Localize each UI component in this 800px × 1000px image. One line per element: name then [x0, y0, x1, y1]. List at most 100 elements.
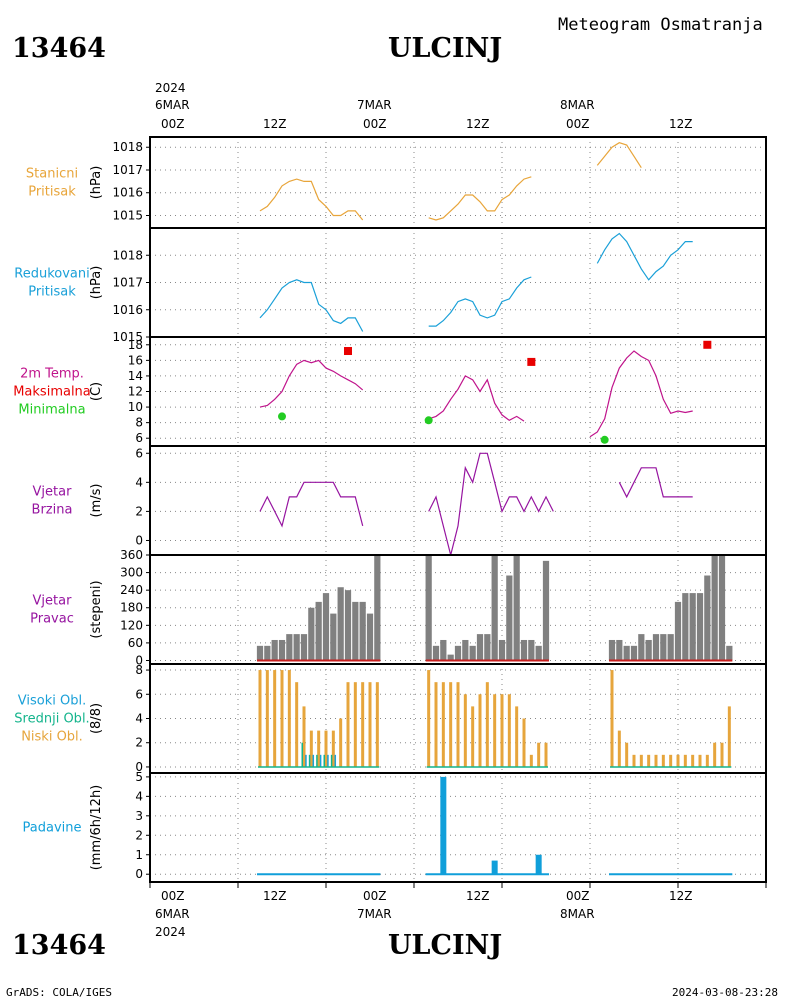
station_pressure-line — [428, 176, 532, 221]
precip-bar — [491, 860, 498, 875]
y-tick-label: 0 — [135, 760, 143, 774]
cloud-low-bar — [493, 694, 497, 767]
direction-bar — [608, 639, 616, 661]
cloud-mid-bar — [308, 754, 311, 767]
panel-frame — [149, 136, 767, 229]
tmax-marker — [527, 357, 536, 366]
y-tick-label: 120 — [120, 618, 143, 632]
direction-bar — [498, 639, 506, 661]
unit-label: (8/8) — [89, 703, 104, 734]
cloud-low-bar — [500, 694, 504, 767]
bottom-date-day-1: 6MAR — [155, 907, 190, 921]
station_pressure-line — [596, 142, 642, 169]
direction-bar — [264, 645, 271, 661]
y-tick-label: 1016 — [112, 303, 143, 317]
cloud-low-bar — [375, 682, 379, 767]
cloud-low-bar — [471, 706, 475, 767]
y-tick-label: 1018 — [112, 140, 143, 154]
precip-bar — [535, 854, 542, 875]
direction-bar — [278, 639, 286, 661]
direction-bar — [359, 601, 366, 661]
station-name-bottom: ULCINJ — [388, 930, 502, 961]
temperature-line — [428, 375, 525, 422]
station-id-top: 13464 — [12, 33, 106, 64]
direction-bar — [630, 645, 638, 661]
panel-label: Minimalna — [18, 403, 85, 418]
cloud-low-bar — [339, 718, 343, 767]
panel-label: Visoki Obl. — [18, 694, 86, 709]
y-tick-label: 18 — [128, 338, 143, 352]
cloud-low-bar — [661, 754, 665, 767]
y-tick-label: 1016 — [112, 186, 143, 200]
cloud-low-bar — [478, 694, 482, 767]
direction-bar — [322, 593, 330, 661]
station-name-top: ULCINJ — [388, 33, 502, 64]
temperature-line — [589, 350, 693, 438]
direction-bar — [330, 613, 337, 661]
cloud-mid-bar — [301, 742, 303, 767]
y-tick-label: 14 — [128, 369, 143, 383]
y-tick-label: 5 — [135, 770, 143, 784]
direction-bar — [454, 645, 462, 661]
y-tick-label: 0 — [135, 653, 143, 667]
unit-label: (C) — [89, 382, 104, 401]
y-tick-label: 240 — [120, 583, 143, 597]
cloud-low-bar — [654, 754, 658, 767]
y-tick-label: 360 — [120, 548, 143, 562]
direction-bar — [484, 634, 491, 661]
cloud-low-bar — [361, 682, 365, 767]
cloud-low-bar — [544, 742, 548, 767]
cloud-low-bar — [713, 742, 717, 767]
direction-bar — [645, 639, 652, 661]
bottom-date-year: 2024 — [155, 925, 186, 939]
panel-label: Vjetar — [33, 594, 73, 609]
cloud-low-bar — [353, 682, 357, 767]
tmin-marker — [424, 416, 433, 425]
cloud-low-bar — [317, 730, 321, 767]
bottom-date-time-6: 12Z — [669, 889, 693, 903]
direction-bar — [352, 601, 359, 661]
cloud-low-bar — [302, 706, 306, 767]
y-tick-label: 8 — [135, 416, 143, 430]
direction-bar — [462, 639, 469, 661]
unit-label: (stepeni) — [89, 580, 104, 638]
bottom-date-time-5: 00Z — [566, 889, 590, 903]
cloud-low-bar — [625, 742, 629, 767]
cloud-low-bar — [537, 742, 541, 767]
y-tick-label: 6 — [135, 431, 143, 445]
y-tick-label: 2 — [135, 736, 143, 750]
panel-label: Pritisak — [28, 285, 76, 300]
cloud-mid-bar — [316, 754, 318, 767]
cloud-low-bar — [639, 754, 643, 767]
cloud-high-bar — [305, 754, 307, 767]
direction-bar — [315, 601, 322, 661]
bottom-date-axis: 00Z 6MAR 2024 12Z 00Z 7MAR 12Z 00Z 8MAR … — [155, 889, 693, 939]
direction-bar — [374, 555, 381, 661]
y-tick-label: 4 — [135, 712, 143, 726]
panel-label: Stanicni — [26, 167, 78, 182]
y-tick-label: 3 — [135, 809, 143, 823]
cloud-low-bar — [324, 730, 328, 767]
cloud-low-bar — [295, 682, 299, 767]
y-tick-label: 300 — [120, 566, 143, 580]
cloud-low-bar — [273, 670, 277, 767]
unit-label: (hPa) — [89, 266, 104, 300]
direction-bar — [667, 634, 674, 661]
direction-bar — [696, 593, 704, 661]
direction-bar — [506, 575, 513, 661]
direction-bar — [513, 555, 520, 661]
y-tick-label: 1015 — [112, 330, 143, 344]
direction-bar — [711, 555, 718, 661]
cloud-mid-bar — [323, 754, 325, 767]
direction-bar — [476, 634, 484, 661]
cloud-low-bar — [485, 682, 489, 767]
cloud-low-bar — [427, 670, 431, 767]
y-tick-label: 2 — [135, 828, 143, 842]
bottom-date-day-2: 7MAR — [357, 907, 392, 921]
precip-bar — [440, 776, 447, 875]
station-id-bottom: 13464 — [12, 930, 106, 961]
cloud-high-bar — [312, 754, 315, 767]
reduced_pressure-line — [428, 276, 532, 327]
cloud-low-bar — [515, 706, 519, 767]
